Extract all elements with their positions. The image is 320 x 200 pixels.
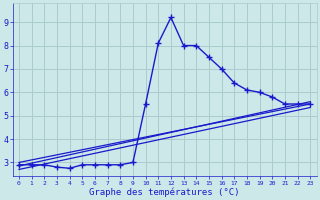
X-axis label: Graphe des températures (°C): Graphe des températures (°C) bbox=[89, 187, 240, 197]
